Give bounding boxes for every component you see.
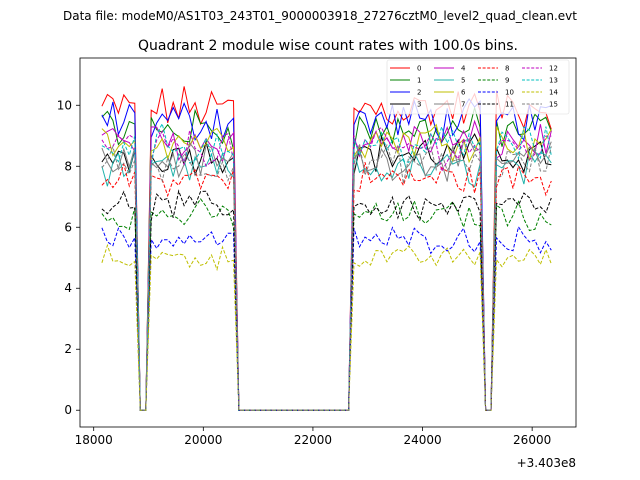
y-tick-label: 2 [64, 342, 72, 356]
axes-frame [79, 57, 577, 428]
legend-label-7: 7 [461, 101, 465, 109]
legend-label-5: 5 [461, 77, 465, 85]
legend-box [386, 59, 570, 115]
figure-suptitle: Data file: modeM0/AS1T03_243T01_90000039… [63, 9, 577, 23]
y-tick-label: 6 [64, 220, 72, 234]
plot-area [101, 86, 552, 411]
x-tick-label: 18000 [75, 433, 113, 447]
x-offset-label: +3.403e8 [517, 456, 576, 470]
series-line-15 [101, 143, 552, 411]
legend-label-6: 6 [461, 89, 466, 97]
legend-label-4: 4 [461, 65, 466, 73]
series-line-9 [101, 198, 552, 411]
legend-label-15: 15 [549, 101, 558, 109]
legend-label-9: 9 [505, 77, 509, 85]
y-tick-label: 10 [57, 98, 72, 112]
chart-title: Quadrant 2 module wise count rates with … [138, 38, 518, 54]
y-tick-label: 8 [64, 159, 72, 173]
legend-label-0: 0 [417, 65, 421, 73]
legend-label-2: 2 [417, 89, 421, 97]
legend-label-1: 1 [417, 77, 421, 85]
legend-label-10: 10 [505, 89, 514, 97]
series-line-8 [101, 162, 552, 411]
legend-label-13: 13 [549, 77, 558, 85]
x-tick-label: 22000 [294, 433, 332, 447]
y-tick-label: 4 [64, 281, 72, 295]
legend-label-3: 3 [417, 101, 421, 109]
x-tick-label: 20000 [184, 433, 222, 447]
x-tick-label: 24000 [403, 433, 441, 447]
x-tick-label: 26000 [513, 433, 551, 447]
y-tick-label: 0 [64, 403, 72, 417]
legend-label-12: 12 [549, 65, 558, 73]
legend-label-11: 11 [505, 101, 514, 109]
legend-label-14: 14 [549, 89, 558, 97]
legend-label-8: 8 [505, 65, 509, 73]
